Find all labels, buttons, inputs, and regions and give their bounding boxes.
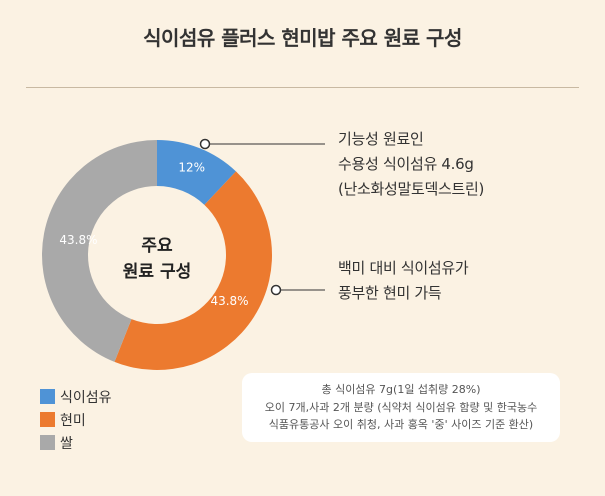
- slice-labels: 12% 43.8% 43.8%: [59, 161, 248, 309]
- source-note-box: 총 식이섬유 7g(1일 섭취량 28%) 오이 7개,사과 2개 분량 (식약…: [242, 373, 560, 442]
- donut-slice-2: [114, 171, 272, 370]
- donut-slice-3: [41, 140, 157, 362]
- callout-fiber-dot: [199, 138, 211, 150]
- center-label-line-1: 주요: [141, 236, 173, 256]
- annotation-brown-rice-line-1: 백미 대비 식이섬유가: [338, 259, 469, 277]
- annotation-fiber-line-1: 기능성 원료인: [338, 130, 424, 148]
- legend-label-fiber: 식이섬유: [60, 389, 112, 406]
- title-divider: [26, 87, 579, 88]
- slice-label-3: 43.8%: [59, 233, 97, 247]
- donut-slices: [41, 140, 272, 370]
- legend-item-brown-rice: 현미: [40, 408, 112, 431]
- legend-label-brown-rice: 현미: [60, 412, 86, 429]
- annotation-brown-rice: 백미 대비 식이섬유가 풍부한 현미 가득: [338, 256, 469, 306]
- legend-item-fiber: 식이섬유: [40, 385, 112, 408]
- legend-swatch-rice: [40, 435, 55, 450]
- source-note-line-3: 식품유통공사 오이 취청, 사과 홍옥 '중' 사이즈 기준 환산): [268, 418, 534, 431]
- legend-label-rice: 쌀: [60, 435, 73, 452]
- donut-slice-1: [157, 140, 236, 205]
- slice-label-2: 43.8%: [210, 294, 248, 308]
- center-label-line-2: 원료 구성: [123, 262, 191, 282]
- annotation-brown-rice-line-2: 풍부한 현미 가득: [338, 284, 442, 302]
- annotation-fiber-line-3: (난소화성말토덱스트린): [338, 180, 485, 198]
- legend-swatch-brown-rice: [40, 412, 55, 427]
- annotation-fiber: 기능성 원료인 수용성 식이섬유 4.6g (난소화성말토덱스트린): [338, 127, 484, 202]
- legend-item-rice: 쌀: [40, 431, 112, 454]
- legend-swatch-fiber: [40, 389, 55, 404]
- page-title: 식이섬유 플러스 현미밥 주요 원료 구성: [143, 26, 462, 50]
- chart-legend: 식이섬유 현미 쌀: [40, 385, 112, 454]
- callout-fiber: [199, 138, 325, 150]
- callout-brown-rice: [270, 284, 325, 296]
- donut-center-label: 주요 원료 구성: [123, 236, 191, 282]
- annotation-fiber-line-2: 수용성 식이섬유 4.6g: [338, 155, 474, 173]
- source-note-line-1: 총 식이섬유 7g(1일 섭취량 28%): [321, 383, 481, 396]
- slice-label-1: 12%: [178, 161, 205, 175]
- source-note-line-2: 오이 7개,사과 2개 분량 (식약처 식이섬유 함량 및 한국농수: [264, 400, 538, 414]
- callout-brown-rice-dot: [270, 284, 282, 296]
